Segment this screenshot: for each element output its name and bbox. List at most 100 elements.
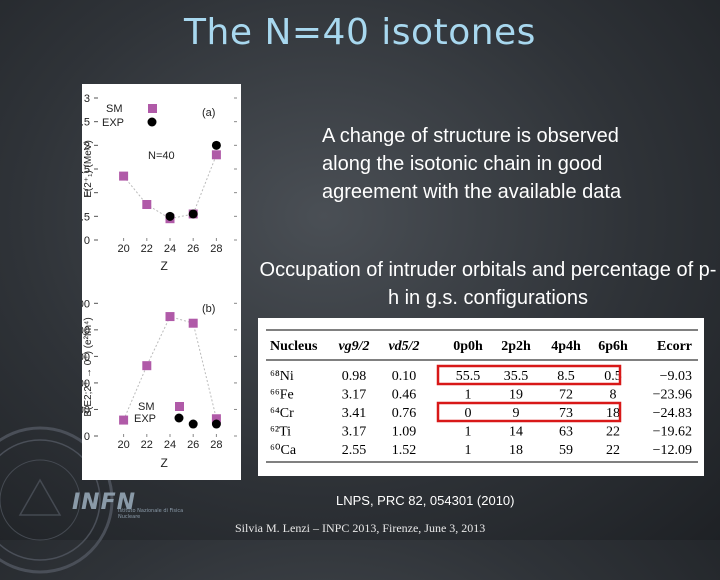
- panel-label: (b): [202, 303, 215, 315]
- y-tick-label: 0.5: [82, 211, 90, 223]
- legend-exp-label: EXP: [102, 117, 124, 129]
- table-cell: 35.5: [504, 369, 529, 384]
- infn-logo-subtext: Istituto Nazionale di Fisica Nucleare: [118, 508, 188, 520]
- table-cell: 3.17: [342, 388, 367, 403]
- table-cell-nucleus: ⁶⁴Cr: [270, 406, 294, 421]
- reference-text: LNPS, PRC 82, 054301 (2010): [336, 493, 515, 508]
- y-tick-label: 0: [84, 235, 90, 247]
- table-header-cell: Ecorr: [657, 339, 692, 354]
- table-cell: 1.09: [392, 425, 417, 440]
- legend-sm-label: SM: [138, 401, 155, 413]
- x-tick-label: 22: [141, 439, 153, 451]
- table-cell: 55.5: [456, 369, 481, 384]
- slide-title: The N=40 isotones: [0, 12, 720, 53]
- y-tick-label: 0: [84, 431, 90, 443]
- panel-label: (a): [202, 107, 215, 119]
- exp-point: [189, 209, 198, 218]
- table-cell: 0: [465, 406, 472, 421]
- table-cell: 3.41: [342, 406, 367, 421]
- x-tick-label: 28: [210, 243, 222, 255]
- table-header-cell: Nucleus: [270, 339, 318, 354]
- table-cell: 0.76: [392, 406, 417, 421]
- y-tick-label: 2.5: [82, 117, 90, 129]
- table-cell-nucleus: ⁶⁶Fe: [270, 388, 294, 403]
- x-axis-label: Z: [161, 259, 168, 273]
- sm-point: [142, 200, 151, 209]
- table-header-cell: νd5/2: [388, 339, 419, 354]
- exp-point: [212, 420, 221, 429]
- table-row: ⁶⁰Ca 2.55 1.52 1 18 59 22 −12.09: [270, 443, 692, 458]
- x-tick-label: 28: [210, 439, 222, 451]
- table-cell: 1: [465, 388, 472, 403]
- x-tick-label: 24: [164, 243, 176, 255]
- y-tick-label: 3: [84, 93, 90, 105]
- table-row: ⁶²Ti 3.17 1.09 1 14 63 22 −19.62: [270, 425, 692, 440]
- table-cell: 22: [606, 425, 620, 440]
- sm-point: [119, 416, 128, 425]
- table-cell: −12.09: [653, 443, 692, 458]
- table-cell: 63: [559, 425, 573, 440]
- plot-b: 01002003004005002022242628ZB(E2;2⁺ → 0⁺)…: [82, 298, 237, 470]
- table-cell: 73: [559, 406, 573, 421]
- table-header-cell: 4p4h: [551, 339, 581, 354]
- table-header: Nucleus νg9/2 νd5/2 0p0h 2p2h 4p4h 6p6h Ecorr: [266, 330, 698, 360]
- table-cell: 1: [465, 443, 472, 458]
- legend-exp-marker: [175, 414, 184, 423]
- legend-sm-label: SM: [106, 103, 123, 115]
- legend-exp-marker: [148, 118, 157, 127]
- table-cell: 59: [559, 443, 573, 458]
- table-cell: 2.55: [342, 443, 367, 458]
- table-row: ⁶⁶Fe 3.17 0.46 1 19 72 8 −23.96: [270, 388, 692, 403]
- table-cell: −19.62: [653, 425, 692, 440]
- x-tick-label: 26: [187, 439, 199, 451]
- exp-point: [189, 420, 198, 429]
- table-cell: 18: [509, 443, 523, 458]
- table-row: ⁶⁸Ni 0.98 0.10 55.5 35.5 8.5 0.5 −9.03: [270, 369, 692, 384]
- table-cell: −23.96: [653, 388, 692, 403]
- table-cell-nucleus: ⁶²Ti: [270, 425, 291, 440]
- table-header-cell: νg9/2: [338, 339, 369, 354]
- exp-point: [212, 141, 221, 150]
- x-axis-label: Z: [161, 456, 168, 470]
- table-cell: −9.03: [660, 369, 692, 384]
- table-cell: 8.5: [557, 369, 575, 384]
- description-text: A change of structure is observed along …: [322, 122, 652, 206]
- x-tick-label: 24: [164, 439, 176, 451]
- x-tick-label: 26: [187, 243, 199, 255]
- sm-point: [119, 172, 128, 181]
- y-axis-label: E(2⁺₁) (MeV): [83, 140, 94, 198]
- table-row: ⁶⁴Cr 3.41 0.76 0 9 73 18 −24.83: [270, 406, 692, 421]
- n40-annotation: N=40: [148, 150, 175, 162]
- legend-sm-marker: [175, 402, 184, 411]
- table-cell: 9: [513, 406, 520, 421]
- table-cell: 0.98: [342, 369, 367, 384]
- legend-exp-label: EXP: [134, 413, 156, 425]
- x-tick-label: 20: [117, 243, 129, 255]
- table-cell-nucleus: ⁶⁸Ni: [270, 369, 294, 384]
- sm-point: [142, 361, 151, 370]
- sm-point: [166, 312, 175, 321]
- table-header-cell: 2p2h: [501, 339, 531, 354]
- table-cell: 1: [465, 425, 472, 440]
- table-cell: 14: [509, 425, 523, 440]
- occupation-text: Occupation of intruder orbitals and perc…: [258, 256, 718, 312]
- table-header-cell: 6p6h: [598, 339, 628, 354]
- table-cell-nucleus: ⁶⁰Ca: [270, 443, 297, 458]
- table-cell: 0.10: [392, 369, 417, 384]
- table-cell: 72: [559, 388, 573, 403]
- exp-point: [166, 212, 175, 221]
- table-cell: 1.52: [392, 443, 417, 458]
- table-cell: 0.46: [392, 388, 417, 403]
- table-cell: 19: [509, 388, 523, 403]
- table-cell: 3.17: [342, 425, 367, 440]
- table-cell: −24.83: [653, 406, 692, 421]
- y-axis-label: B(E2;2⁺ → 0⁺) (e²fm⁴): [83, 317, 94, 416]
- table-cell: 18: [606, 406, 620, 421]
- legend-sm-marker: [148, 104, 157, 113]
- sm-point: [189, 319, 198, 328]
- figure-panel: 00.511.522.532022242628ZE(2⁺₁) (MeV)(a)N…: [82, 84, 241, 480]
- plot-a: 0 0.5 1 1.5 2 2.5 3 20 22 24 26 28 Z E(2⁺₁) (MeV) (a) N…: [82, 93, 237, 273]
- sm-point: [212, 150, 221, 159]
- x-tick-label: 22: [141, 243, 153, 255]
- occupation-table: Nucleus νg9/2 νd5/2 0p0h 2p2h 4p4h 6p6h Ecorr ⁶⁸…: [258, 318, 704, 476]
